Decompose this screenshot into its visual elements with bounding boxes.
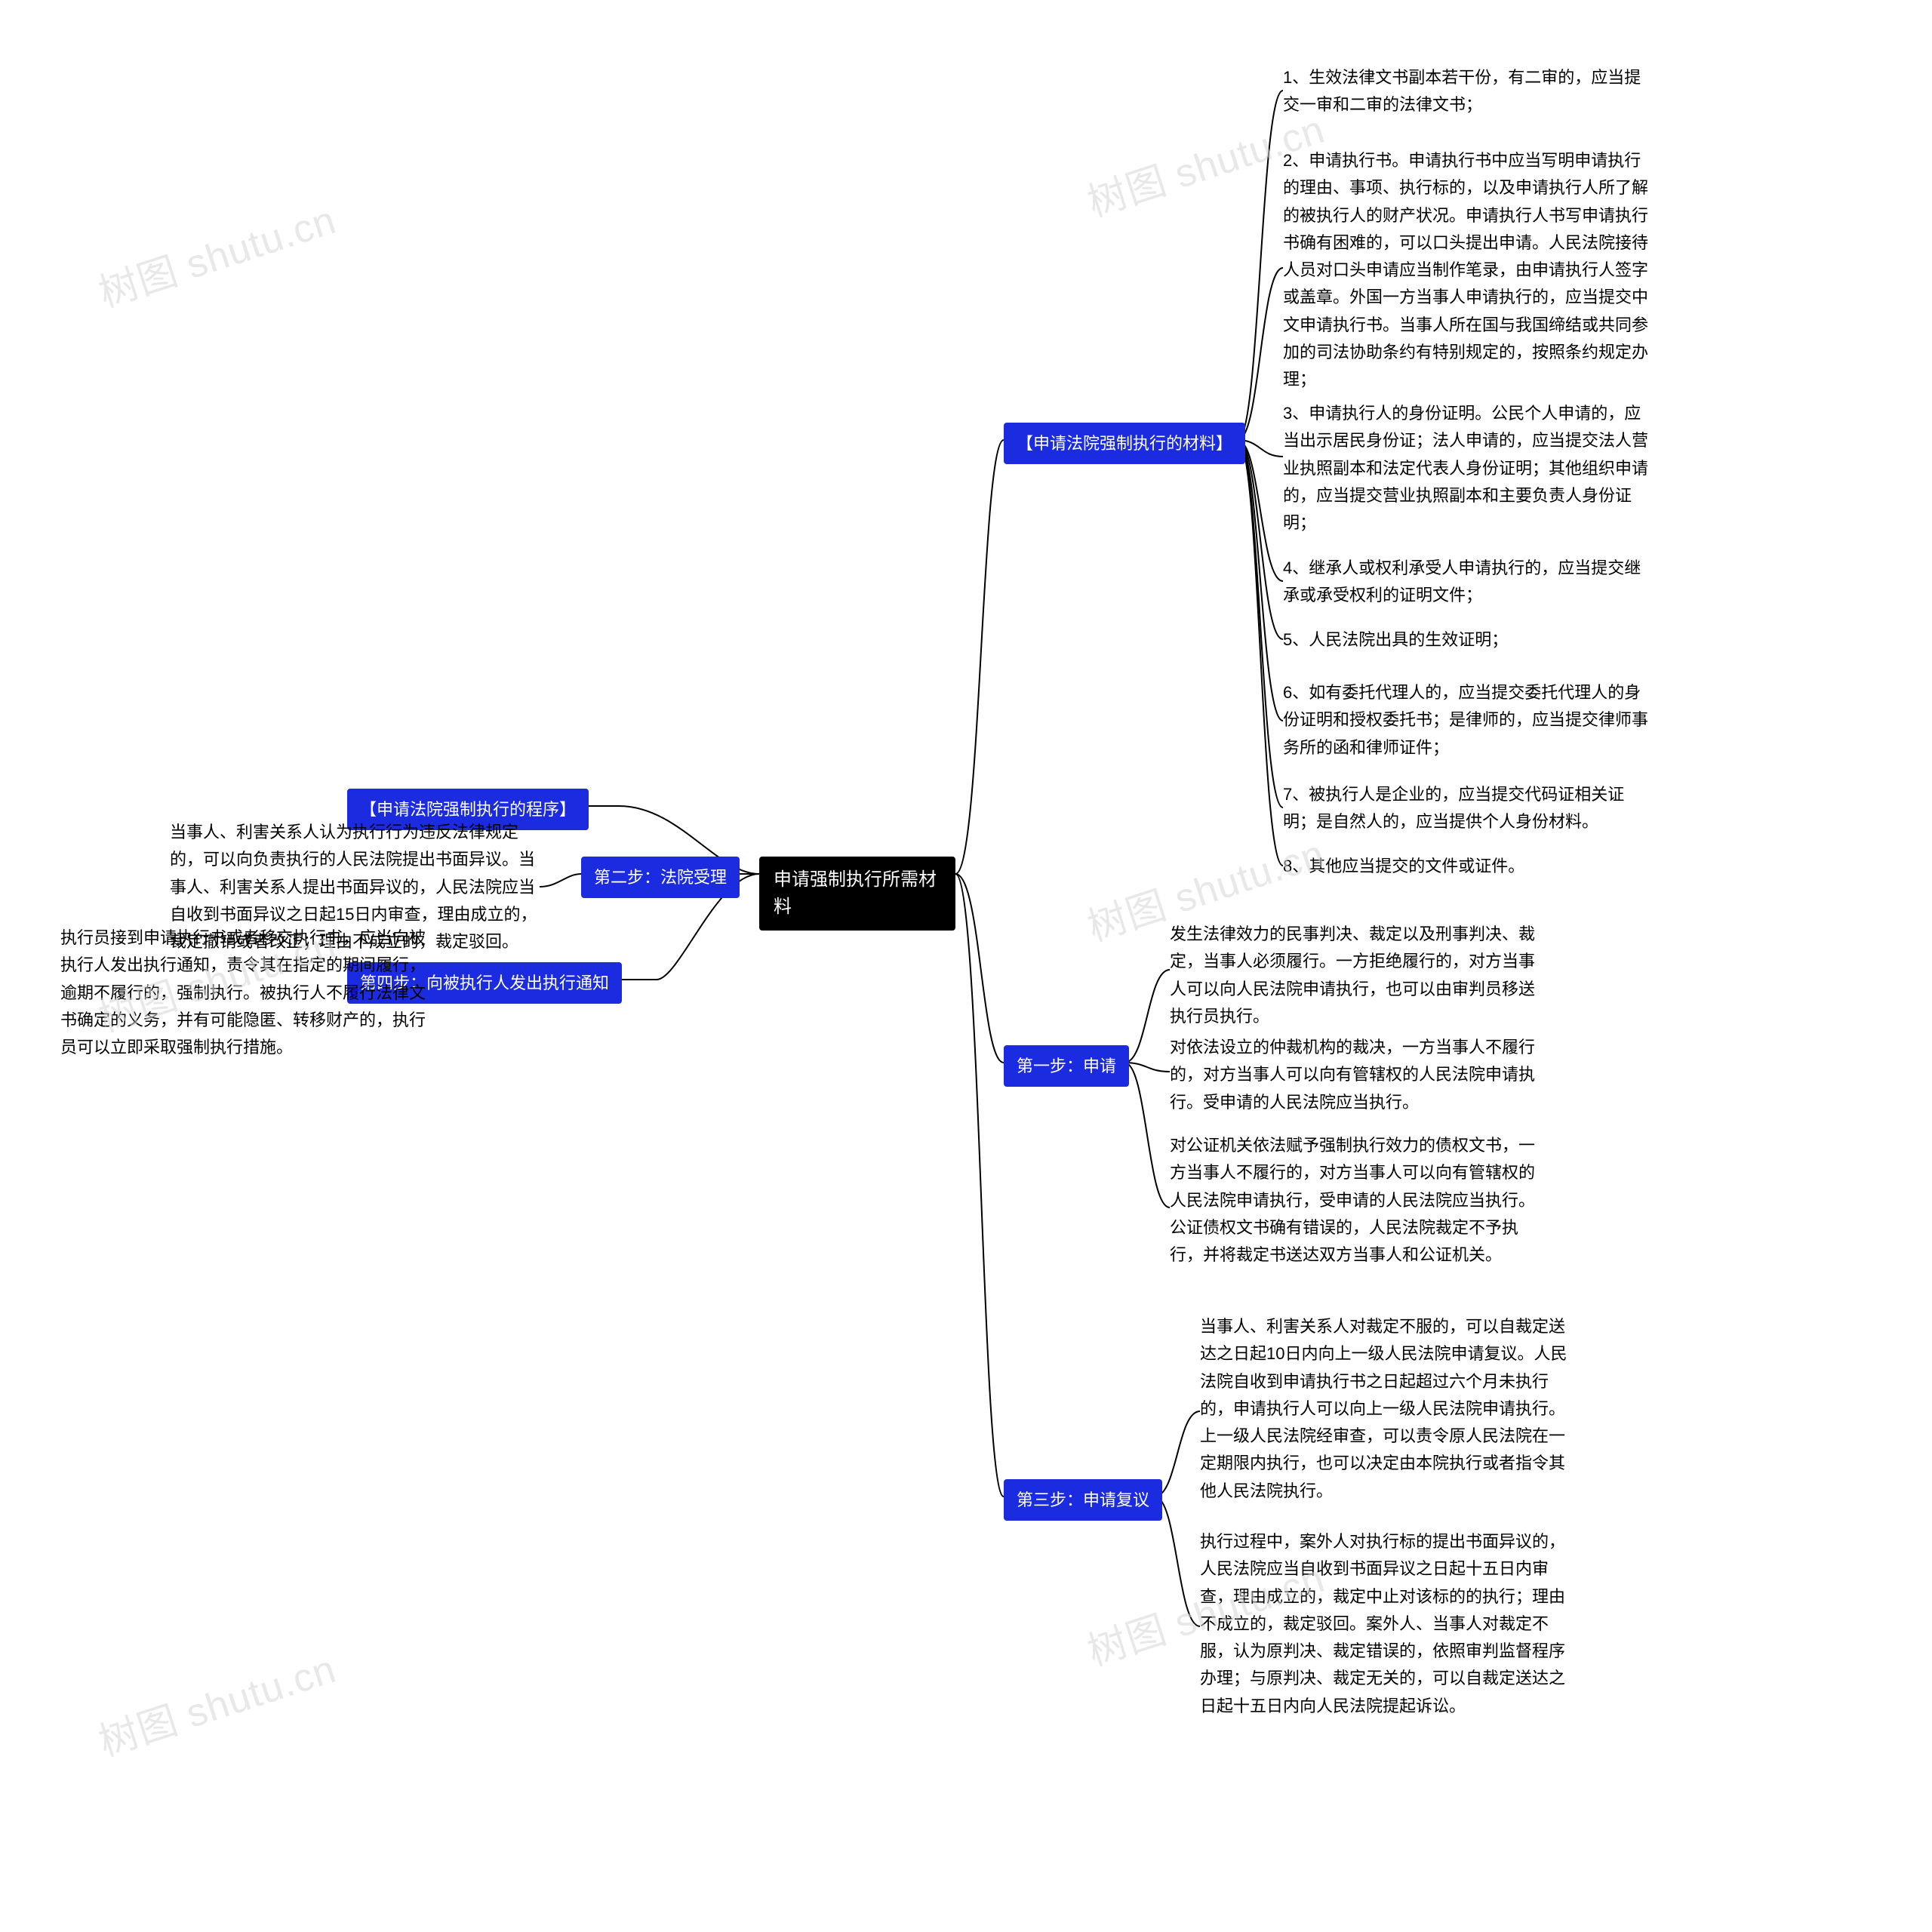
m2-text: 2、申请执行书。申请执行书中应当写明申请执行的理由、事项、执行标的，以及申请执行… — [1283, 147, 1657, 394]
connector — [1124, 1063, 1170, 1072]
s1-1-text: 发生法律效力的民事判决、裁定以及刑事判决、裁定，当事人必须履行。一方拒绝履行的，… — [1170, 921, 1543, 1030]
s1-2-text: 对依法设立的仲裁机构的裁决，一方当事人不履行的，对方当事人可以向有管辖权的人民法… — [1170, 1034, 1543, 1116]
connector — [1238, 440, 1283, 808]
step4-1-text: 执行员接到申请执行书或者移交执行书，应当向被执行人发出执行通知，责令其在指定的期… — [60, 924, 430, 1061]
watermark: 树图 shutu.cn — [91, 188, 342, 318]
connector — [955, 874, 1004, 1063]
watermark: 树图 shutu.cn — [91, 1637, 342, 1767]
materials-topic[interactable]: 【申请法院强制执行的材料】 — [1004, 423, 1245, 464]
m3-text: 3、申请执行人的身份证明。公民个人申请的，应当出示居民身份证；法人申请的，应当提… — [1283, 400, 1657, 537]
step2-topic[interactable]: 第二步：法院受理 — [581, 857, 740, 898]
connector — [1124, 970, 1170, 1063]
m5-text: 5、人民法院出具的生效证明； — [1283, 626, 1657, 654]
connector — [1238, 440, 1283, 639]
connector — [955, 874, 1004, 1497]
step3-topic[interactable]: 第三步：申请复议 — [1004, 1479, 1162, 1521]
connector — [1238, 91, 1283, 440]
connector — [1238, 440, 1283, 721]
connector — [1238, 268, 1283, 440]
m7-text: 7、被执行人是企业的，应当提交代码证相关证明；是自然人的，应当提供个人身份材料。 — [1283, 781, 1657, 836]
step1-topic[interactable]: 第一步：申请 — [1004, 1045, 1129, 1087]
root-node[interactable]: 申请强制执行所需材料 — [759, 857, 955, 931]
s3-1-text: 当事人、利害关系人对裁定不服的，可以自裁定送达之日起10日内向上一级人民法院申请… — [1200, 1313, 1574, 1505]
connector — [1124, 1063, 1170, 1208]
s1-3-text: 对公证机关依法赋予强制执行效力的债权文书，一方当事人不履行的，对方当事人可以向有… — [1170, 1132, 1543, 1269]
connector — [540, 874, 581, 887]
connector — [955, 440, 1004, 874]
m8-text: 8、其他应当提交的文件或证件。 — [1283, 853, 1657, 880]
m1-text: 1、生效法律文书副本若干份，有二审的，应当提交一审和二审的法律文书； — [1283, 64, 1657, 119]
s3-2-text: 执行过程中，案外人对执行标的提出书面异议的，人民法院应当自收到书面异议之日起十五… — [1200, 1528, 1574, 1720]
m4-text: 4、继承人或权利承受人申请执行的，应当提交继承或承受权利的证明文件； — [1283, 555, 1657, 610]
connector — [1238, 440, 1283, 866]
m6-text: 6、如有委托代理人的，应当提交委托代理人的身份证明和授权委托书；是律师的，应当提… — [1283, 679, 1657, 761]
